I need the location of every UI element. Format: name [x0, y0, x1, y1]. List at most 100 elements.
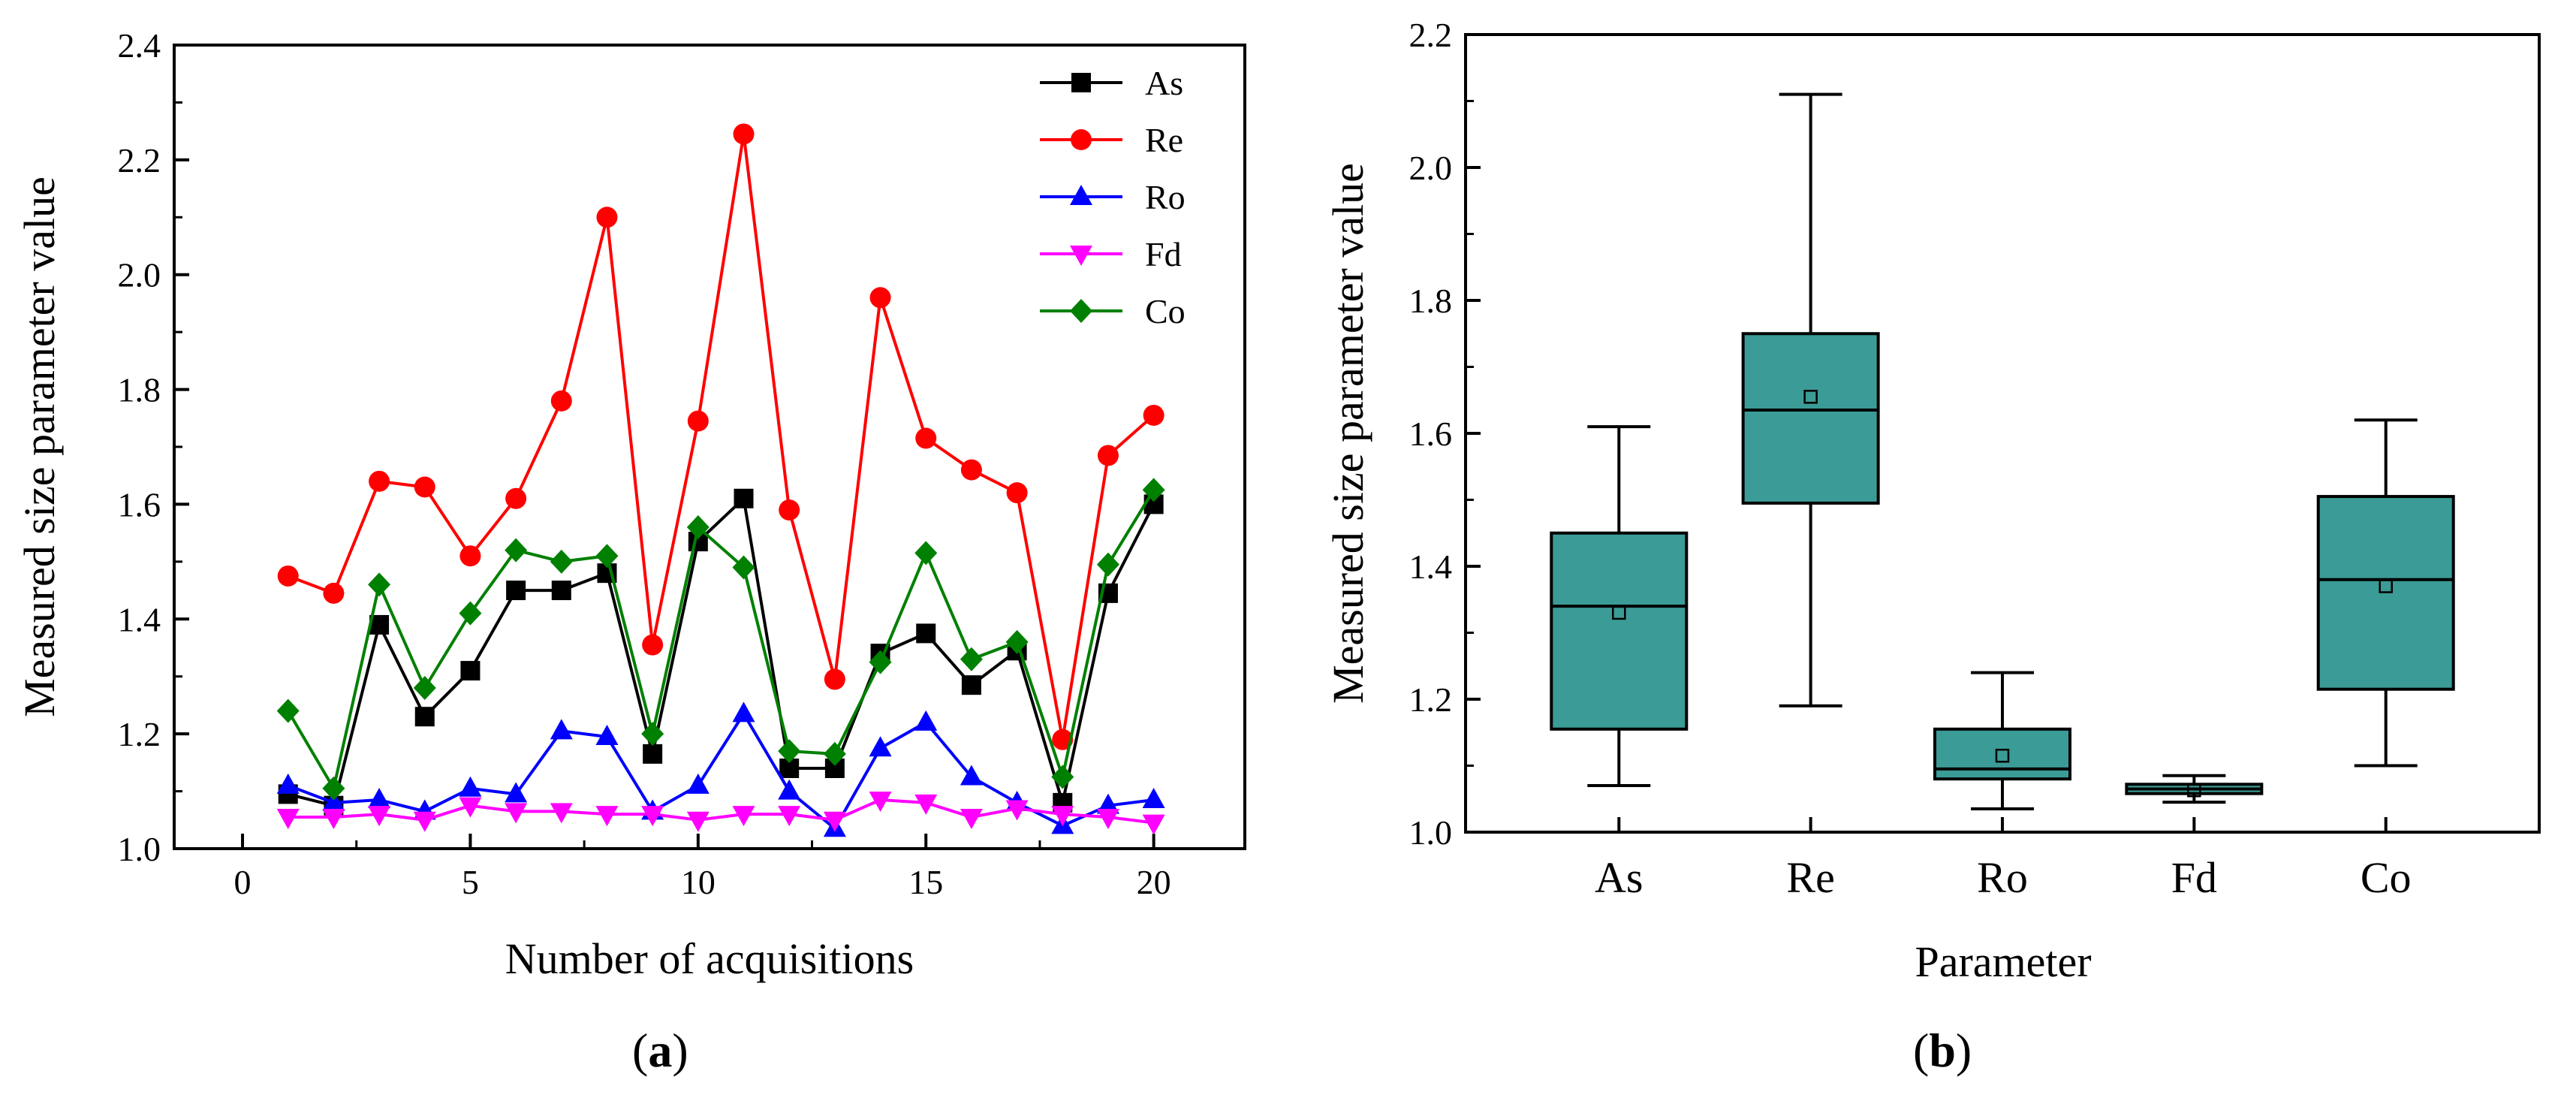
y-tick-label: 2.0 [1409, 149, 1453, 187]
y-tick-label: 1.2 [118, 715, 161, 753]
data-point-co [960, 647, 983, 671]
data-point-fd [641, 806, 664, 827]
data-point-re [869, 287, 891, 309]
data-point-co [413, 676, 436, 700]
data-point-re [1052, 728, 1074, 750]
y-tick-label: 1.0 [1409, 813, 1453, 852]
data-point-co [1005, 629, 1029, 654]
data-point-as [551, 581, 571, 601]
data-point-ro [276, 773, 300, 794]
panel-b-ticks: 1.0 1.2 1.4 1.6 1.8 2.0 2.2 As Re Ro Fd Co [1409, 16, 2412, 902]
x-category-label: Co [2361, 853, 2412, 902]
y-tick-label: 2.2 [1409, 16, 1453, 54]
x-category-label: As [1595, 853, 1643, 902]
data-point-re [1006, 482, 1028, 504]
box-fd [2125, 774, 2264, 804]
legend-marker-fd [1070, 246, 1092, 266]
box-ro [1933, 671, 2071, 811]
panel-a-label: (a) [632, 1024, 688, 1077]
mean-marker-fd [2187, 783, 2201, 798]
data-point-re [505, 487, 527, 509]
mean-marker-ro [1995, 748, 2010, 763]
x-category-label: Re [1786, 853, 1834, 902]
data-point-as [961, 675, 981, 695]
legend-item-ro: Ro [1040, 178, 1186, 216]
data-point-co [595, 544, 619, 569]
data-point-fd [505, 803, 528, 824]
data-point-re [323, 582, 345, 604]
data-point-co [1142, 478, 1165, 502]
data-point-fd [459, 797, 482, 818]
data-point-re [642, 634, 664, 656]
legend-item-as: As [1040, 64, 1183, 102]
box-body-as [1550, 531, 1689, 731]
panel-b-x-axis-title: Parameter [1915, 937, 2091, 986]
data-point-ro [1142, 788, 1165, 809]
panel-b-plot-frame [1464, 33, 2541, 834]
data-point-co [368, 572, 391, 597]
data-point-ro [595, 724, 619, 745]
data-point-co [459, 601, 482, 626]
data-point-co [1051, 765, 1074, 789]
series-re [277, 123, 1164, 750]
data-point-fd [595, 806, 619, 827]
data-point-fd [550, 803, 573, 824]
legend-label-fd: Fd [1145, 235, 1182, 273]
data-point-as [460, 661, 481, 681]
legend-item-re: Re [1040, 121, 1183, 159]
data-point-re [960, 459, 982, 481]
data-point-re [733, 123, 755, 145]
series-line-ro [287, 710, 1154, 831]
x-tick-label: 20 [1137, 863, 1171, 901]
data-point-ro [914, 710, 938, 731]
data-point-ro [869, 736, 892, 757]
data-point-re [414, 476, 435, 498]
legend-marker-re [1071, 129, 1092, 150]
x-category-label: Fd [2171, 853, 2217, 902]
data-point-co [641, 722, 664, 747]
panel-b-boxes [1550, 92, 2455, 811]
data-point-co [823, 741, 846, 766]
box-co [2316, 418, 2455, 768]
x-tick-label: 15 [908, 863, 943, 901]
data-point-co [550, 549, 573, 574]
mean-marker-as [1612, 605, 1626, 620]
legend-item-co: Co [1040, 292, 1186, 330]
data-point-ro [732, 701, 755, 722]
data-point-fd [1096, 808, 1119, 829]
x-tick-label: 5 [462, 863, 479, 901]
data-point-re [1097, 445, 1119, 466]
data-point-re [277, 565, 299, 587]
data-point-co [276, 698, 300, 723]
data-point-fd [1051, 806, 1074, 827]
data-point-fd [869, 792, 892, 813]
panel-a-x-axis-title: Number of acquisitions [505, 934, 914, 983]
series-co [276, 478, 1165, 801]
data-point-co [869, 650, 892, 674]
data-point-as [643, 744, 663, 764]
data-point-re [687, 410, 709, 432]
data-point-as [506, 581, 526, 601]
y-tick-label: 2.0 [118, 256, 161, 294]
panel-a-legend: As Re Ro Fd Co [1040, 64, 1186, 330]
legend-label-re: Re [1145, 121, 1183, 159]
data-point-re [1143, 404, 1164, 426]
y-tick-label: 1.8 [1409, 282, 1453, 320]
mean-marker-co [2379, 579, 2393, 593]
data-point-ro [368, 788, 391, 809]
x-tick-label: 10 [681, 863, 716, 901]
data-point-co [1096, 552, 1119, 577]
y-tick-label: 2.2 [118, 141, 161, 179]
data-point-ro [505, 782, 528, 803]
y-tick-label: 1.4 [1409, 547, 1453, 586]
panel-b-label: (b) [1913, 1024, 1972, 1077]
data-point-co [322, 776, 345, 801]
data-point-as [916, 623, 936, 644]
data-point-fd [686, 811, 710, 832]
legend-marker-ro [1070, 185, 1092, 205]
data-point-ro [459, 776, 482, 797]
panel-a-y-axis-title: Measured size parameter value [15, 176, 64, 717]
data-point-re [824, 668, 845, 690]
data-point-co [778, 739, 801, 764]
